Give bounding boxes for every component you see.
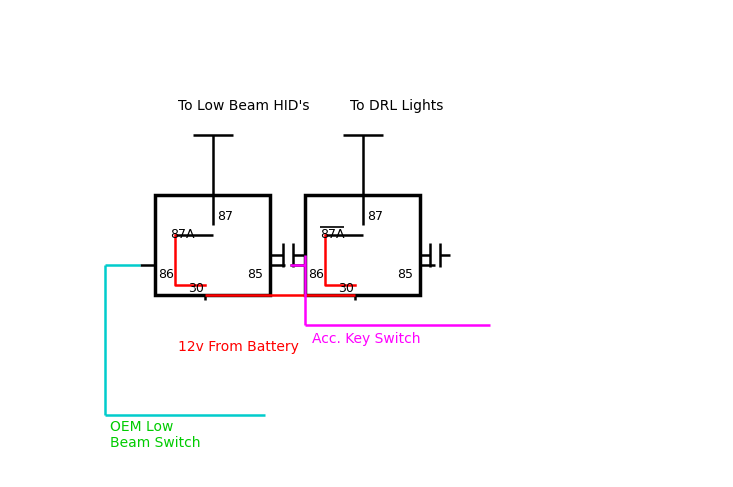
Text: 85: 85 [247,268,263,281]
Text: 30: 30 [188,282,204,295]
Text: 12v From Battery: 12v From Battery [178,340,299,354]
Bar [305,195,420,295]
Text: OEM Low
Beam Switch: OEM Low Beam Switch [110,420,201,450]
Text: 30: 30 [338,282,354,295]
Bar [155,195,270,295]
Text: 86: 86 [158,268,174,281]
Text: Acc. Key Switch: Acc. Key Switch [312,332,421,346]
Text: To DRL Lights: To DRL Lights [350,99,443,113]
Text: 87: 87 [217,210,233,223]
Text: 85: 85 [397,268,413,281]
Text: 87: 87 [367,210,383,223]
Text: 87A: 87A [320,228,345,241]
Text: 86: 86 [308,268,324,281]
Text: 87A: 87A [170,228,194,241]
Text: To Low Beam HID's: To Low Beam HID's [178,99,309,113]
